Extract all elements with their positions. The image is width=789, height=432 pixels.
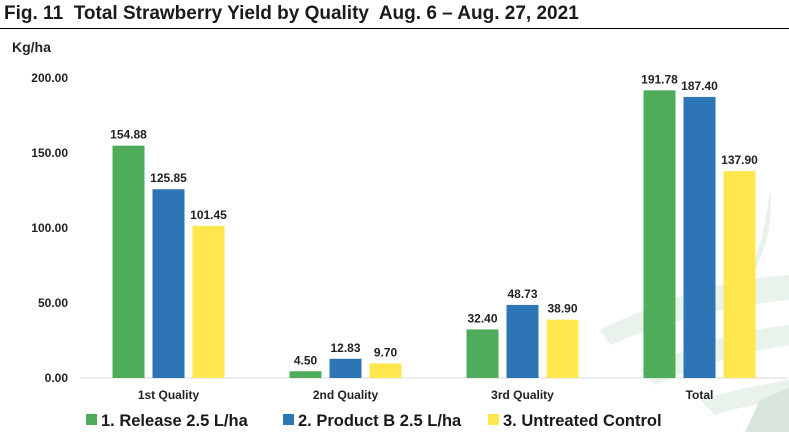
bar [506, 304, 539, 378]
bar [723, 171, 756, 378]
bar [192, 225, 225, 378]
bar-value-label: 101.45 [190, 208, 227, 222]
bar-value-label: 9.70 [374, 345, 398, 359]
x-category-label: 3rd Quality [491, 388, 554, 402]
bar [643, 90, 676, 378]
bar-value-label: 38.90 [547, 302, 577, 316]
bar [369, 363, 402, 378]
bar-value-label: 32.40 [467, 311, 497, 325]
figure-title: Fig. 11 Total Strawberry Yield by Qualit… [4, 3, 579, 24]
bar-value-label: 187.40 [681, 79, 718, 93]
legend-label: 1. Release 2.5 L/ha [101, 412, 249, 430]
bar-value-label: 125.85 [150, 171, 187, 185]
x-category-label: 1st Quality [138, 388, 200, 402]
x-category-label: 2nd Quality [313, 388, 379, 402]
legend-swatch [86, 414, 97, 425]
legend-swatch [488, 414, 499, 425]
legend: 1. Release 2.5 L/ha 2. Product B 2.5 L/ha… [86, 412, 662, 430]
y-tick-label: 50.00 [38, 296, 68, 310]
bar-value-label: 154.88 [110, 128, 147, 142]
legend-label: 3. Untreated Control [503, 412, 662, 430]
bar [289, 371, 322, 378]
bar [329, 358, 362, 378]
y-axis-unit-label: Kg/ha [12, 39, 51, 55]
legend-swatch [283, 414, 294, 425]
y-tick-label: 150.00 [31, 146, 68, 160]
bar-value-label: 191.78 [641, 72, 678, 86]
bar [466, 329, 499, 378]
bar-value-label: 48.73 [507, 287, 537, 301]
bar-value-label: 4.50 [294, 353, 318, 367]
bar [112, 145, 145, 378]
y-tick-label: 200.00 [31, 71, 68, 85]
y-tick-label: 100.00 [31, 221, 68, 235]
bar [152, 189, 185, 378]
bar-value-label: 137.90 [721, 153, 758, 167]
title-underline [0, 28, 789, 29]
bar-value-label: 12.83 [330, 341, 360, 355]
bar [683, 96, 716, 379]
x-category-label: Total [686, 388, 714, 402]
y-tick-label: 0.00 [45, 371, 69, 385]
bar [546, 319, 579, 378]
legend-label: 2. Product B 2.5 L/ha [298, 412, 462, 430]
